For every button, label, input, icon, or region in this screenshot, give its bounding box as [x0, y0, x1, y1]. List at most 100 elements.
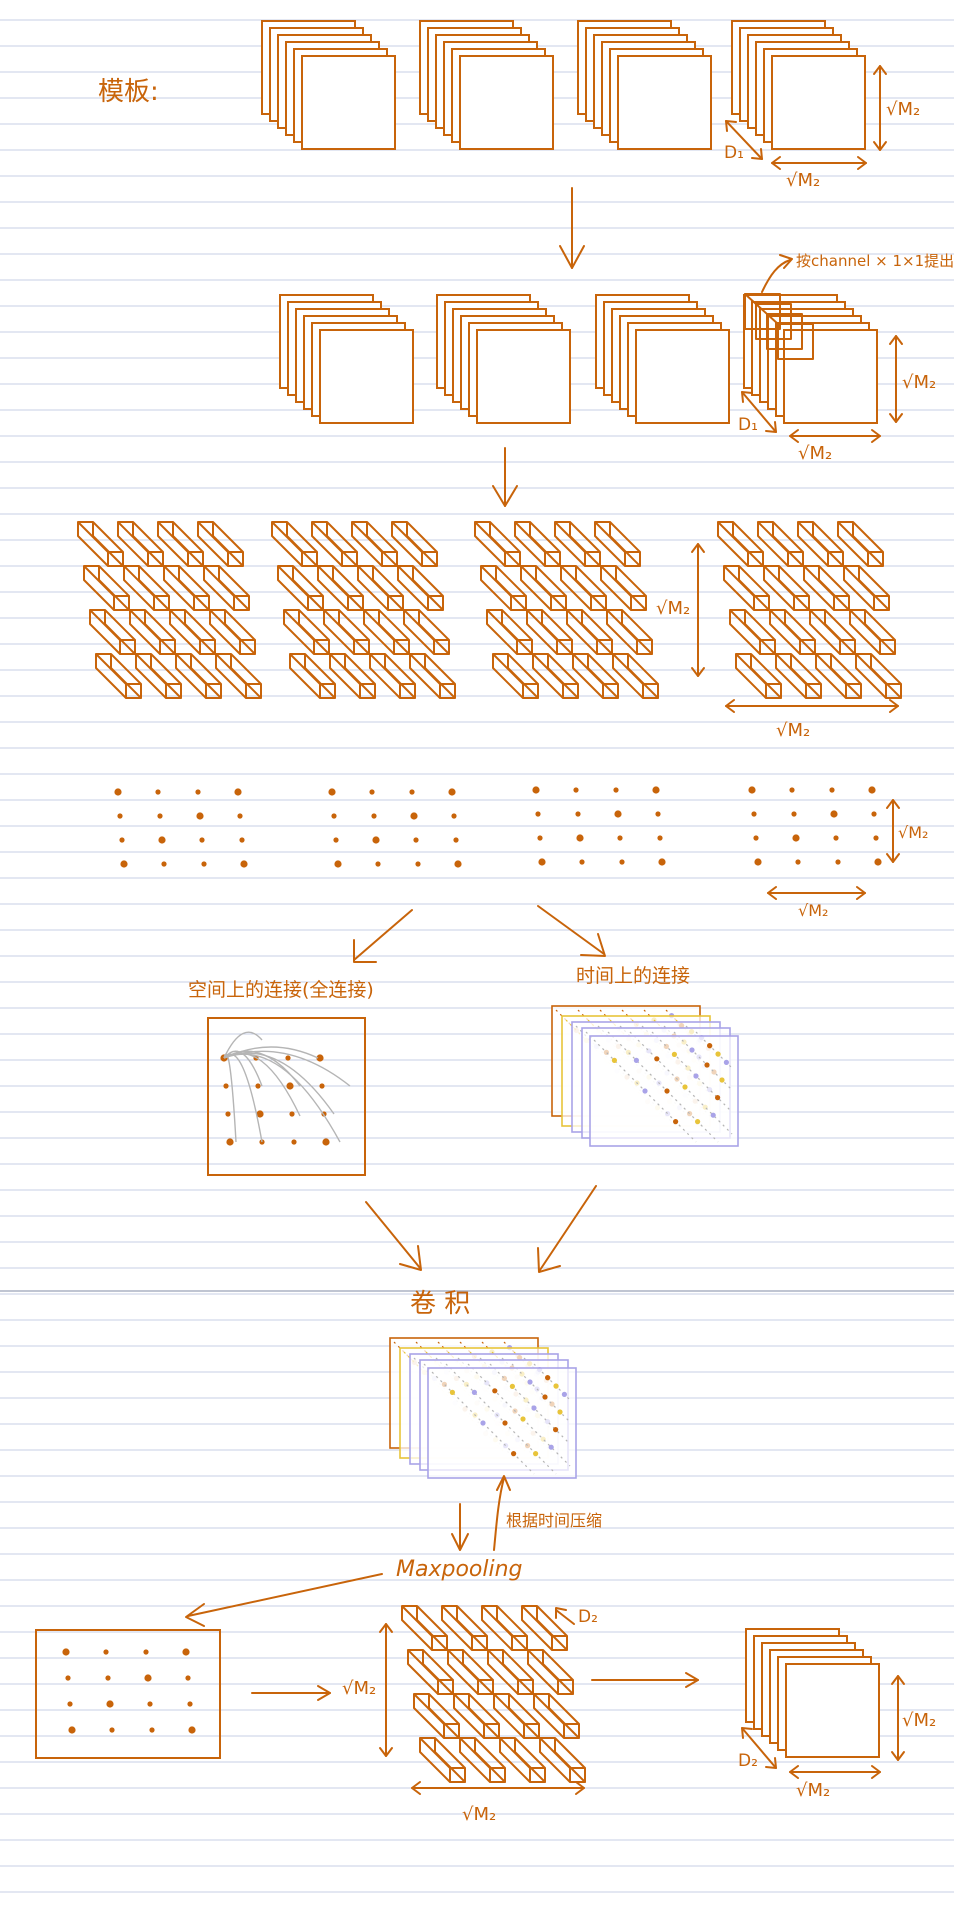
- dot: [195, 789, 201, 795]
- time-dot: [704, 1062, 710, 1068]
- dot: [410, 812, 418, 820]
- dot: [538, 858, 546, 866]
- prism: [117, 521, 164, 567]
- spatial-frame: [207, 1017, 366, 1176]
- prism: [409, 653, 456, 699]
- dot: [103, 1649, 109, 1655]
- prism: [514, 521, 561, 567]
- connection-arrow: [223, 1050, 301, 1087]
- dot: [322, 1138, 330, 1146]
- stack-layer: [301, 55, 396, 150]
- time-dot: [561, 1391, 568, 1397]
- spatial-connection-label: 空间上的连接(全连接): [188, 979, 374, 1001]
- prism-grids: [77, 521, 902, 699]
- dot: [579, 859, 585, 865]
- extract-highlight: [744, 293, 814, 360]
- dot: [833, 835, 839, 841]
- svg-text:√M₂: √M₂: [902, 1710, 936, 1731]
- svg-text:√M₂: √M₂: [898, 823, 928, 842]
- svg-text:√M₂: √M₂: [796, 1780, 830, 1801]
- prism: [527, 1649, 574, 1695]
- dot: [873, 835, 879, 841]
- prism: [215, 653, 262, 699]
- svg-text:√M₂: √M₂: [786, 170, 820, 191]
- prism: [289, 653, 336, 699]
- prism: [486, 609, 533, 655]
- prism: [815, 653, 862, 699]
- time-dot: [723, 1059, 730, 1065]
- prism: [419, 1737, 466, 1783]
- dot-grids: [114, 786, 882, 868]
- dot: [237, 813, 243, 819]
- prism: [775, 653, 822, 699]
- prism: [135, 653, 182, 699]
- svg-text:√M₂: √M₂: [342, 1678, 376, 1699]
- dot: [106, 1700, 114, 1708]
- dot: [409, 789, 415, 795]
- dot: [285, 1055, 291, 1061]
- dot: [652, 786, 660, 794]
- dot: [155, 789, 161, 795]
- dot: [829, 787, 835, 793]
- time-dot: [671, 1051, 678, 1057]
- svg-text:√M₂: √M₂: [462, 1804, 496, 1825]
- dot: [225, 1111, 231, 1117]
- svg-text:√M₂: √M₂: [902, 372, 936, 393]
- dot: [751, 811, 757, 817]
- prism: [499, 1737, 546, 1783]
- prism: [175, 653, 222, 699]
- pooled-frame: [35, 1629, 221, 1759]
- time-dot: [492, 1388, 498, 1394]
- dot: [196, 812, 204, 820]
- prism: [481, 1605, 528, 1651]
- prism: [123, 565, 170, 611]
- dot: [143, 1649, 149, 1655]
- dot: [182, 1648, 190, 1656]
- time-dot: [664, 1088, 670, 1094]
- prism: [89, 609, 136, 655]
- dot: [454, 860, 462, 868]
- dimension-marks-4: √M₂ √M₂: [767, 799, 928, 920]
- prism: [843, 565, 890, 611]
- dot: [223, 1083, 229, 1089]
- dot: [874, 858, 882, 866]
- dot: [316, 1054, 324, 1062]
- time-layer: [589, 1035, 739, 1147]
- prism: [169, 609, 216, 655]
- dot: [149, 1727, 155, 1733]
- time-dot: [520, 1416, 526, 1422]
- prism: [77, 521, 124, 567]
- prism: [837, 521, 884, 567]
- time-dot: [548, 1444, 554, 1450]
- prism: [317, 565, 364, 611]
- dot: [655, 811, 661, 817]
- dot: [144, 1674, 152, 1682]
- time-dot: [502, 1420, 508, 1426]
- time-dot: [689, 1047, 695, 1053]
- prism: [600, 565, 647, 611]
- connection-arrow: [223, 1052, 335, 1115]
- dot: [372, 836, 380, 844]
- dimension-marks-2: √M₂ √M₂ D₁: [738, 335, 936, 464]
- dot: [753, 835, 759, 841]
- dot: [576, 834, 584, 842]
- dot: [157, 813, 163, 819]
- prism: [532, 653, 579, 699]
- dot: [657, 835, 663, 841]
- prism: [163, 565, 210, 611]
- time-dot: [527, 1379, 533, 1385]
- time-dot: [710, 1112, 716, 1118]
- time-dot: [719, 1077, 725, 1083]
- dot: [333, 837, 339, 843]
- dot: [658, 858, 666, 866]
- prism: [606, 609, 653, 655]
- dot: [331, 813, 337, 819]
- dot: [240, 860, 248, 868]
- svg-text:D₂: D₂: [738, 1751, 758, 1771]
- svg-text:√M₂: √M₂: [656, 598, 690, 619]
- prism: [572, 653, 619, 699]
- time-link: [497, 1371, 571, 1445]
- dot: [161, 861, 167, 867]
- convolution-label: 卷 积: [410, 1289, 470, 1319]
